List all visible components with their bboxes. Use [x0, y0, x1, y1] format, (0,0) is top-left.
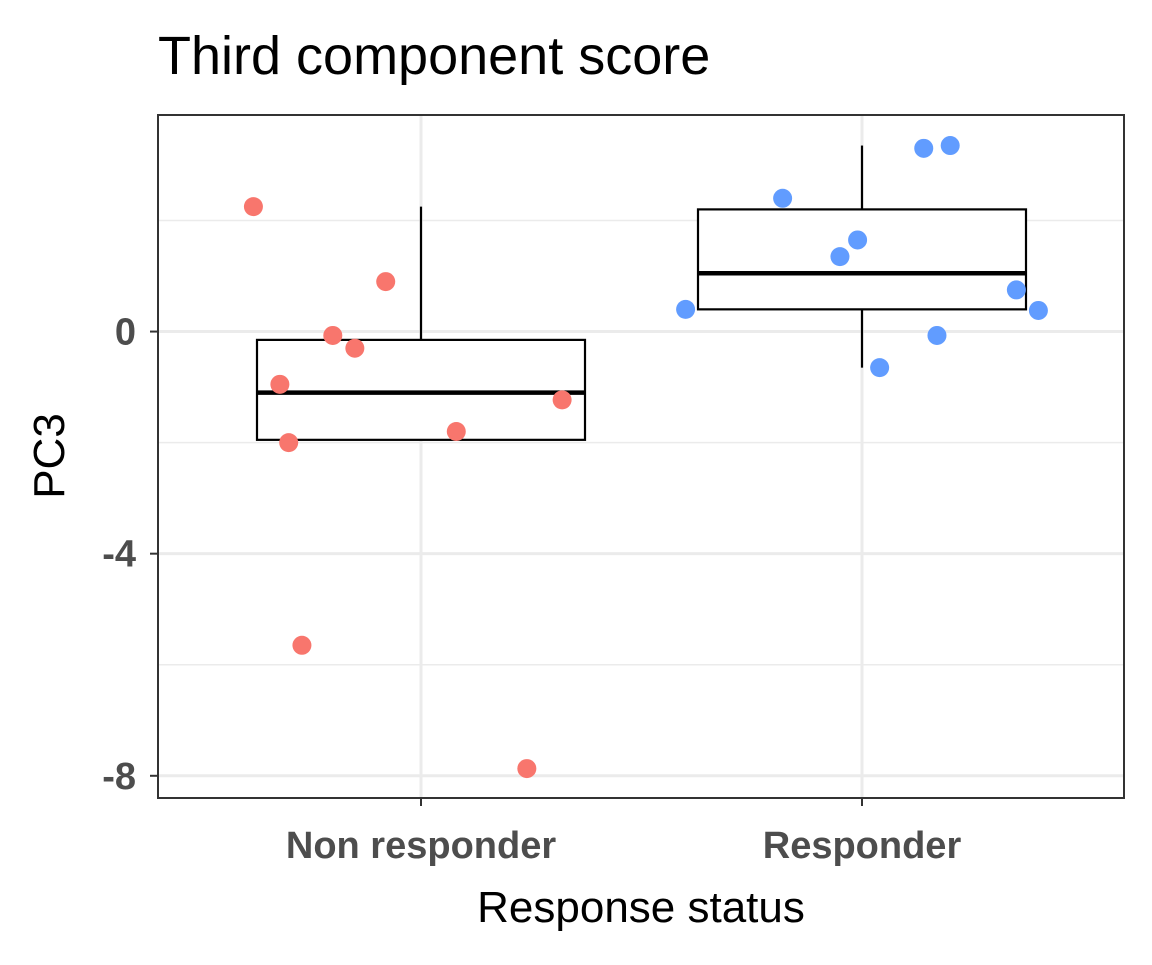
box-iqr	[255, 338, 587, 441]
axes: 0 -4 -8 Non responder Responder	[102, 312, 961, 867]
data-point	[517, 759, 537, 779]
data-point	[1028, 300, 1048, 320]
data-point	[914, 138, 934, 158]
point-layer	[243, 136, 1048, 779]
chart-title: Third component score	[158, 26, 710, 86]
data-point	[848, 230, 868, 250]
data-point	[1006, 280, 1026, 300]
x-axis-title: Response status	[477, 883, 805, 932]
plot-border	[157, 114, 1125, 799]
box-layer	[255, 145, 1028, 441]
data-point	[446, 422, 466, 442]
y-axis-title: PC3	[25, 413, 74, 499]
data-point	[940, 136, 960, 156]
box-iqr	[696, 208, 1028, 311]
data-point	[279, 433, 299, 453]
data-point	[773, 188, 793, 208]
data-point	[830, 247, 850, 267]
y-tick-label: -4	[102, 534, 136, 576]
data-point	[243, 197, 263, 217]
data-point	[376, 272, 396, 292]
data-point	[345, 338, 365, 358]
data-point	[270, 374, 290, 394]
y-tick-label: -8	[102, 756, 136, 798]
x-tick-label: Responder	[763, 825, 962, 867]
x-tick-label: Non responder	[286, 825, 556, 867]
data-point	[870, 358, 890, 378]
box-non-responder	[255, 206, 587, 441]
data-point	[927, 325, 947, 345]
data-point	[323, 325, 343, 345]
data-point	[552, 390, 572, 410]
y-tick-label: 0	[115, 312, 136, 354]
box-responder	[696, 145, 1028, 368]
data-point	[676, 299, 696, 319]
data-point	[292, 635, 312, 655]
